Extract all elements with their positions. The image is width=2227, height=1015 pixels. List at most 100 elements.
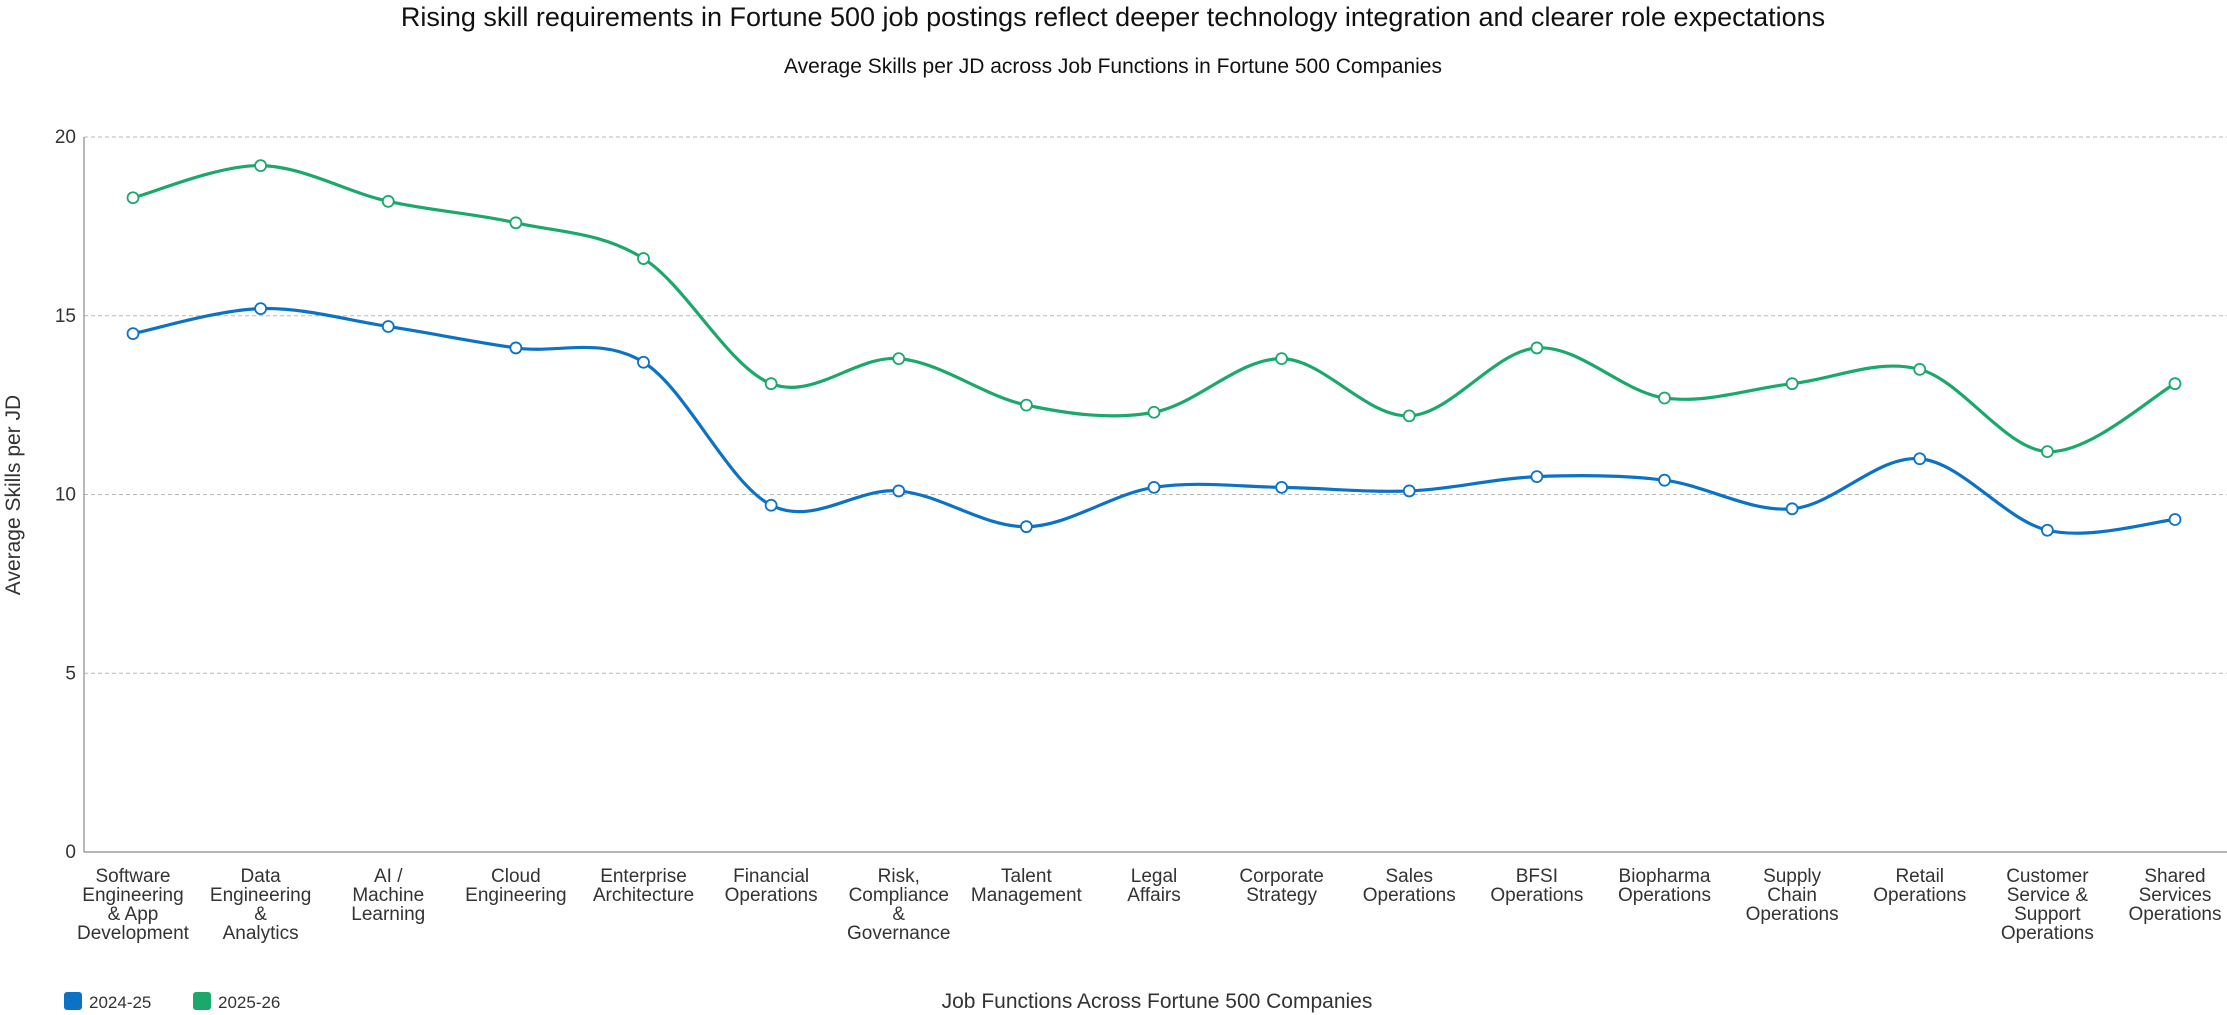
legend-label-2024-25: 2024-25 [89, 993, 151, 1012]
x-tick-label-line: Learning [351, 904, 425, 925]
legend-swatch-2025-26 [193, 992, 211, 1010]
data-point-2025-26-4 [637, 252, 650, 265]
data-point-2025-26-6 [892, 352, 906, 366]
data-point-2025-26-1 [254, 159, 268, 173]
x-tick-label-line: Management [971, 885, 1083, 906]
x-tick-label: Supply Chain Operations [1746, 866, 1839, 925]
legend-swatch-2024-25 [64, 992, 82, 1010]
x-tick-label-line: Strategy [1246, 885, 1317, 906]
x-tick-label-line: Operations [1746, 904, 1839, 925]
data-point-2025-26-9 [1275, 352, 1289, 366]
x-tick-label-line: Machine [352, 885, 424, 906]
x-tick-label: AI / Machine Learning [351, 866, 425, 925]
x-tick-label: Risk, Compliance & Governance [847, 866, 951, 944]
x-tick-label-line: Development [77, 923, 190, 944]
data-point-2025-26-10 [1402, 409, 1416, 423]
axes [83, 137, 2227, 853]
legend-label-2025-26: 2025-26 [218, 993, 280, 1012]
data-point-2024-25-14 [1913, 452, 1927, 466]
data-point-2024-25-4 [637, 355, 650, 369]
x-tick-label: Legal Affairs [1127, 866, 1181, 906]
x-tick-label-line: Affairs [1127, 885, 1181, 906]
x-tick-label-line: Service & [2007, 885, 2089, 906]
y-tick-label: 10 [55, 485, 76, 506]
x-axis-title: Job Functions Across Fortune 500 Compani… [942, 990, 1373, 1013]
y-axis-title: Average Skills per JD [2, 395, 25, 595]
x-tick-label-line: Biopharma [1619, 866, 1711, 887]
y-tick-label: 5 [65, 663, 76, 684]
x-tick-label-line: Operations [725, 885, 818, 906]
data-point-2024-25-7 [1019, 520, 1033, 534]
gridlines [84, 136, 2227, 674]
x-tick-label: Retail Operations [1873, 866, 1966, 906]
data-point-2024-25-3 [509, 341, 523, 355]
x-tick-label: Financial Operations [725, 866, 818, 906]
data-point-2024-25-9 [1275, 480, 1289, 494]
x-tick-label-line: Operations [2001, 923, 2094, 944]
x-tick-label-line: Software [96, 866, 171, 887]
x-tick-label-line: Shared [2144, 866, 2205, 887]
x-tick-label-line: Sales [1385, 866, 1433, 887]
data-point-2025-26-2 [381, 194, 395, 208]
x-tick-label-line: & App [108, 904, 159, 925]
y-tick-label: 0 [65, 842, 76, 863]
x-tick-label: Customer Service & Support Operations [2001, 866, 2094, 944]
data-point-2024-25-12 [1658, 473, 1671, 487]
data-point-2025-26-16 [2168, 377, 2182, 391]
data-point-2025-26-12 [1658, 391, 1671, 405]
data-point-2025-26-3 [509, 216, 523, 230]
data-point-2024-25-11 [1530, 470, 1544, 484]
data-point-2025-26-5 [764, 377, 778, 391]
x-tick-label: Talent Management [971, 866, 1083, 906]
y-tick-label: 20 [55, 127, 76, 148]
y-tick-labels: 0 5 10 15 20 [55, 127, 76, 863]
x-tick-label: Biopharma Operations [1618, 866, 1711, 906]
x-tick-label-line: Operations [1618, 885, 1711, 906]
x-tick-label-line: Talent [1001, 866, 1052, 887]
data-point-2024-25-1 [254, 302, 268, 316]
x-tick-label-line: & [254, 904, 267, 925]
chart-subtitle: Average Skills per JD across Job Functio… [784, 55, 1442, 78]
x-tick-label-line: Risk, [878, 866, 920, 887]
x-tick-label-line: Governance [847, 923, 951, 944]
x-tick-label: Software Engineering & App Development [77, 866, 190, 944]
x-tick-label: Data Engineering & Analytics [210, 866, 311, 944]
data-point-2024-25-6 [892, 484, 906, 498]
data-point-2025-26-11 [1530, 341, 1544, 355]
x-tick-label-line: Analytics [223, 923, 299, 944]
x-tick-label: Corporate Strategy [1239, 866, 1324, 906]
x-tick-label-line: Engineering [210, 885, 311, 906]
x-tick-label-line: Engineering [465, 885, 566, 906]
x-tick-label: Sales Operations [1363, 866, 1456, 906]
data-point-2025-26-8 [1147, 405, 1161, 419]
data-point-2024-25-13 [1785, 502, 1799, 516]
series-lines [131, 163, 2177, 535]
data-point-2024-25-10 [1402, 484, 1416, 498]
data-point-2025-26-14 [1913, 362, 1927, 376]
x-tick-label-line: & [892, 904, 905, 925]
y-tick-label: 15 [55, 306, 76, 327]
legend: 2024-25 2025-26 [64, 992, 280, 1012]
x-tick-label-line: Data [241, 866, 282, 887]
x-tick-label-line: BFSI [1516, 866, 1558, 887]
x-tick-label-line: Operations [1490, 885, 1583, 906]
x-tick-label-line: Compliance [849, 885, 949, 906]
x-tick-label: Cloud Engineering [465, 866, 566, 906]
series-line-2024-25 [131, 306, 2177, 535]
series-points [126, 159, 2182, 537]
data-point-2024-25-16 [2168, 513, 2182, 526]
x-tick-label-line: AI / [374, 866, 403, 887]
data-point-2025-26-0 [126, 191, 140, 205]
x-tick-label-line: Legal [1131, 866, 1178, 887]
x-tick-label-line: Enterprise [600, 866, 687, 887]
x-tick-label-line: Corporate [1239, 866, 1324, 887]
x-tick-label-line: Retail [1895, 866, 1944, 887]
data-point-2025-26-13 [1785, 377, 1799, 391]
data-point-2024-25-0 [126, 327, 140, 341]
x-tick-label-line: Chain [1767, 885, 1817, 906]
x-tick-label-line: Financial [733, 866, 809, 887]
x-tick-label-line: Operations [1363, 885, 1456, 906]
data-point-2025-26-15 [2040, 445, 2054, 459]
